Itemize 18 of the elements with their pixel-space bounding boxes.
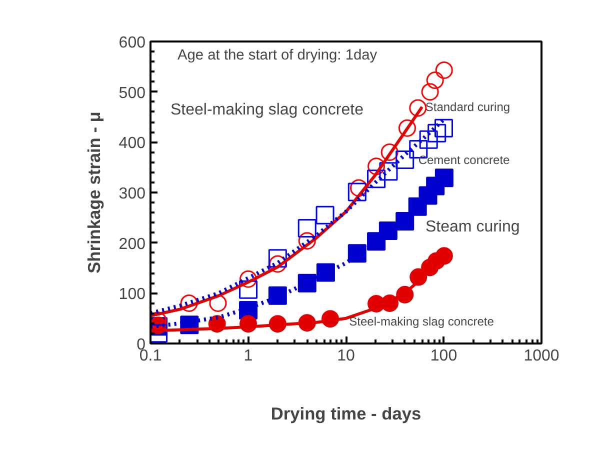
y-tick-label: 300 (118, 186, 146, 202)
y-tick-label: 600 (118, 34, 146, 52)
annotation: Steel-making slag concrete (170, 102, 364, 118)
annotation: Cement concrete (418, 152, 510, 167)
y-axis-title: Shrinkage strain - μ (84, 112, 104, 274)
x-tick-label: 10 (337, 348, 355, 364)
x-tick-label: 100 (430, 348, 458, 364)
annotation: Standard curing (425, 100, 510, 114)
y-tick-label: 100 (118, 286, 146, 304)
x-tick-label: 1000 (524, 348, 560, 364)
y-tick-label: 400 (118, 135, 146, 152)
annotation: Steel-making slag concrete (349, 314, 494, 328)
x-axis-title: Drying time - days (270, 404, 422, 424)
y-tick-label: 500 (118, 84, 146, 102)
y-tick-label: 200 (118, 236, 146, 253)
annotation: Age at the start of drying: 1day (178, 48, 378, 64)
x-tick-label: 1 (244, 348, 253, 364)
annotation: Steam curing (426, 218, 520, 236)
